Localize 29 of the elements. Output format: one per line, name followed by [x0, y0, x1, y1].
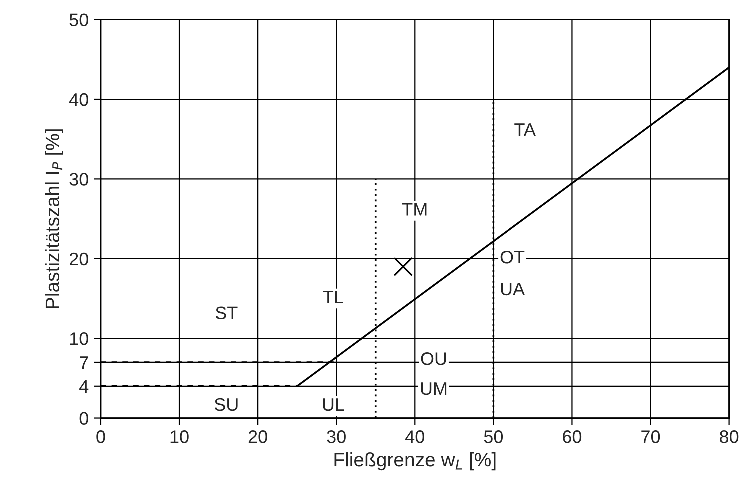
annotation: TA [514, 124, 536, 136]
x-tick-label: 40 [406, 430, 424, 444]
y-tick-label: 0 [80, 412, 88, 425]
y-tick-label: 10 [70, 332, 88, 346]
x-axis-title: Fließgrenze w$_{L}$ [%] [334, 452, 496, 471]
y-axis-title: Plastizitätszahl I$_{P}$ [%] [45, 130, 64, 308]
y-tick-label: 40 [70, 93, 88, 106]
annotation: UL [323, 398, 344, 412]
x-tick-label: 80 [720, 430, 739, 444]
annotation: ST [216, 306, 238, 320]
y-tick-label: 20 [70, 252, 88, 266]
x-tick-label: 70 [642, 430, 660, 444]
y-tick-label: 7 [80, 356, 88, 370]
x-tick-label: 0 [96, 430, 106, 444]
y-tick-label: 4 [80, 380, 89, 393]
annotation: OU [421, 352, 446, 366]
x-tick-label: 50 [484, 430, 504, 444]
annotation: TM [402, 203, 427, 216]
y-tick-label: 50 [70, 14, 88, 27]
x-tick-label: 20 [248, 430, 268, 444]
x-tick-label: 60 [563, 430, 582, 444]
annotation: TL [323, 290, 344, 304]
x-tick-label: 30 [327, 430, 346, 444]
annotation: UM [421, 382, 447, 396]
annotation: SU [214, 398, 238, 412]
annotation: OT [500, 250, 525, 264]
y-tick-label: 30 [70, 173, 88, 186]
x-tick-label: 10 [170, 430, 189, 444]
annotation: UA [501, 283, 526, 296]
